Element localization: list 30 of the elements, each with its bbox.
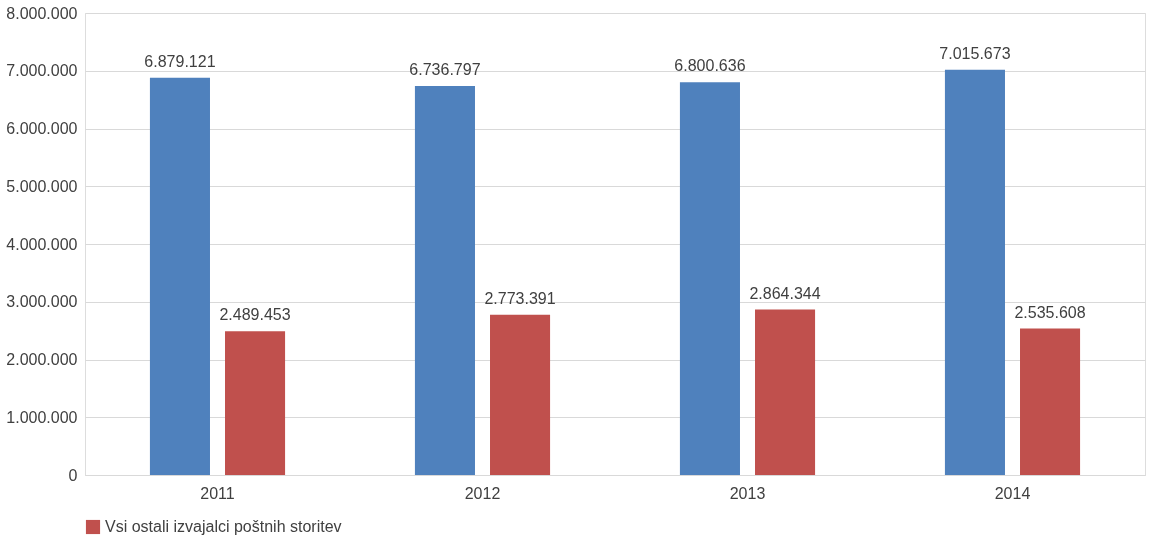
- bar: [225, 331, 286, 475]
- y-tick-label: 3.000.000: [6, 293, 78, 311]
- x-tick-label: 2014: [994, 484, 1031, 502]
- data-label: 2.535.608: [1014, 303, 1086, 321]
- y-tick-label: 0: [68, 466, 78, 484]
- x-tick-label: 2013: [729, 484, 766, 502]
- bar: [490, 314, 551, 475]
- data-label: 2.489.453: [219, 306, 291, 324]
- bar: [944, 69, 1005, 475]
- data-label: 7.015.673: [939, 44, 1011, 62]
- y-tick-label: 4.000.000: [6, 235, 78, 253]
- y-tick-label: 2.000.000: [6, 351, 78, 368]
- bar: [1020, 328, 1081, 475]
- bar: [755, 309, 816, 475]
- y-tick-label: 5.000.000: [6, 177, 78, 195]
- data-label: 2.864.344: [749, 284, 821, 302]
- data-label: 6.800.636: [674, 57, 746, 75]
- x-tick-label: 2011: [200, 484, 235, 502]
- data-label: 2.773.391: [484, 289, 556, 307]
- data-label: 6.736.797: [409, 60, 481, 78]
- legend-label: Vsi ostali izvajalci poštnih storitev: [105, 518, 342, 535]
- x-tick-label: 2012: [464, 484, 501, 502]
- bar: [149, 77, 210, 475]
- data-label: 6.879.121: [144, 52, 216, 70]
- y-tick-label: 8.000.000: [6, 4, 78, 22]
- bar: [414, 85, 475, 475]
- y-tick-label: 7.000.000: [6, 62, 78, 80]
- y-tick-label: 6.000.000: [6, 120, 78, 137]
- bar: [679, 82, 740, 475]
- y-tick-label: 1.000.000: [6, 408, 78, 426]
